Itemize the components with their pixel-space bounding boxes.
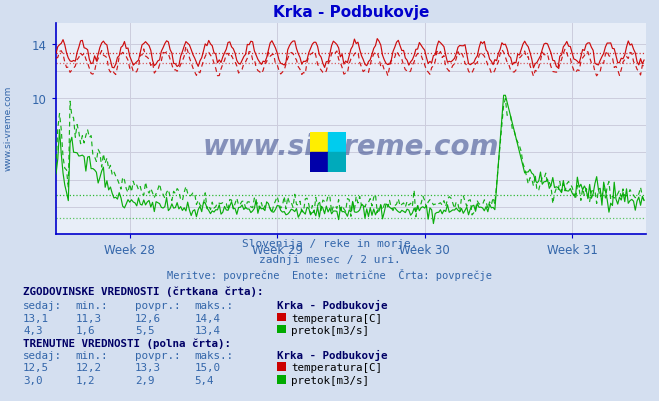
Text: TRENUTNE VREDNOSTI (polna črta):: TRENUTNE VREDNOSTI (polna črta): — [23, 337, 231, 348]
Text: temperatura[C]: temperatura[C] — [291, 313, 382, 323]
Text: 13,3: 13,3 — [135, 363, 161, 373]
Text: 13,4: 13,4 — [194, 325, 220, 335]
Text: 1,6: 1,6 — [76, 325, 96, 335]
Text: maks.:: maks.: — [194, 350, 233, 360]
Text: pretok[m3/s]: pretok[m3/s] — [291, 375, 369, 385]
Text: Meritve: povprečne  Enote: metrične  Črta: povprečje: Meritve: povprečne Enote: metrične Črta:… — [167, 269, 492, 281]
Bar — [328, 152, 346, 172]
Text: Krka - Podbukovje: Krka - Podbukovje — [277, 349, 387, 360]
Bar — [328, 132, 346, 152]
Text: 1,2: 1,2 — [76, 375, 96, 385]
Text: 12,6: 12,6 — [135, 313, 161, 323]
Text: 14,4: 14,4 — [194, 313, 220, 323]
Text: 15,0: 15,0 — [194, 363, 220, 373]
Text: 13,1: 13,1 — [23, 313, 49, 323]
Text: 4,3: 4,3 — [23, 325, 43, 335]
Text: pretok[m3/s]: pretok[m3/s] — [291, 325, 369, 335]
Title: Krka - Podbukovje: Krka - Podbukovje — [273, 5, 429, 20]
Text: temperatura[C]: temperatura[C] — [291, 363, 382, 373]
Text: Krka - Podbukovje: Krka - Podbukovje — [277, 299, 387, 310]
Text: 12,5: 12,5 — [23, 363, 49, 373]
Text: Slovenija / reke in morje.: Slovenija / reke in morje. — [242, 239, 417, 249]
Bar — [310, 132, 328, 152]
Text: sedaj:: sedaj: — [23, 350, 62, 360]
Text: povpr.:: povpr.: — [135, 350, 181, 360]
Text: zadnji mesec / 2 uri.: zadnji mesec / 2 uri. — [258, 255, 401, 265]
Text: min.:: min.: — [76, 300, 108, 310]
Text: 12,2: 12,2 — [76, 363, 101, 373]
Bar — [310, 152, 328, 172]
Text: 3,0: 3,0 — [23, 375, 43, 385]
Text: sedaj:: sedaj: — [23, 300, 62, 310]
Text: 11,3: 11,3 — [76, 313, 101, 323]
Text: 5,4: 5,4 — [194, 375, 214, 385]
Text: povpr.:: povpr.: — [135, 300, 181, 310]
Text: ZGODOVINSKE VREDNOSTI (črtkana črta):: ZGODOVINSKE VREDNOSTI (črtkana črta): — [23, 286, 264, 297]
Text: www.si-vreme.com: www.si-vreme.com — [203, 132, 499, 160]
Text: www.si-vreme.com: www.si-vreme.com — [4, 86, 13, 171]
Text: 2,9: 2,9 — [135, 375, 155, 385]
Text: min.:: min.: — [76, 350, 108, 360]
Text: maks.:: maks.: — [194, 300, 233, 310]
Text: 5,5: 5,5 — [135, 325, 155, 335]
